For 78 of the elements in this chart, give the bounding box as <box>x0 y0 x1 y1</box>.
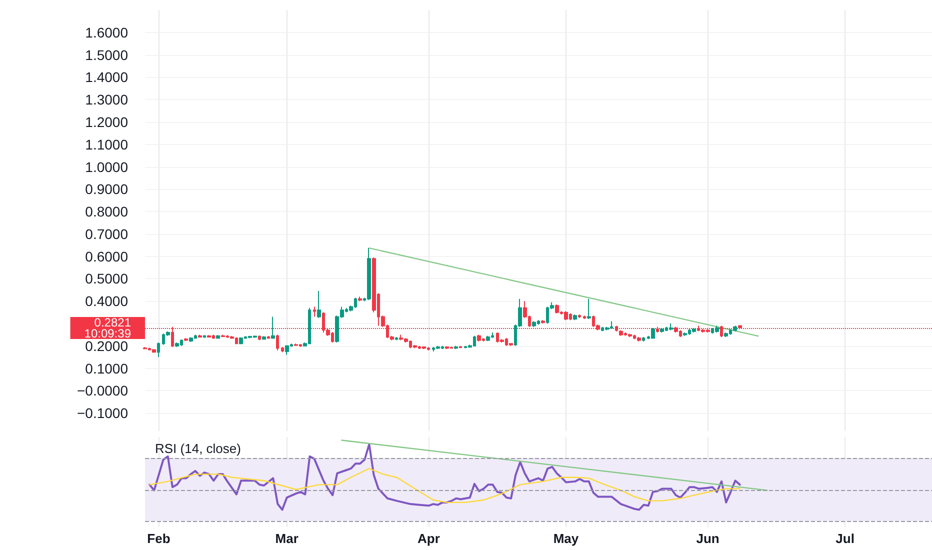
chart-title: RSI (14, close) <box>155 441 241 456</box>
y-tick-label: 1.0000 <box>85 158 128 175</box>
candlestick <box>207 334 211 338</box>
candlestick <box>294 343 298 346</box>
candlestick <box>285 344 289 356</box>
candlestick <box>239 336 243 345</box>
candlestick <box>541 320 545 324</box>
candlestick <box>152 348 156 354</box>
candlestick <box>454 345 458 350</box>
candlestick <box>669 323 673 331</box>
candlestick <box>143 346 147 350</box>
x-tick-label: Mar <box>275 531 298 546</box>
y-tick-label: 0.1000 <box>85 360 128 376</box>
candlestick <box>189 336 193 342</box>
candlestick <box>692 327 696 333</box>
candlestick <box>486 335 490 342</box>
candlestick <box>642 336 645 342</box>
candlestick <box>281 346 284 353</box>
y-tick-label: 1.5000 <box>85 46 128 63</box>
candlestick <box>175 342 179 348</box>
candlestick <box>724 332 728 338</box>
candlestick <box>157 342 160 358</box>
candlestick <box>198 334 202 338</box>
candlestick <box>583 315 586 320</box>
y-tick-label: 0.6000 <box>85 248 128 264</box>
candlestick <box>216 334 220 340</box>
candlestick <box>203 334 206 338</box>
candlestick <box>619 330 623 336</box>
candlestick <box>271 316 275 340</box>
candlestick <box>184 338 188 342</box>
y-tick-label: 0.7000 <box>85 226 128 242</box>
y-tick-label: 1.1000 <box>85 136 128 152</box>
candlestick <box>587 298 591 320</box>
candlestick <box>445 346 449 350</box>
candlestick <box>660 327 664 333</box>
candlestick <box>262 336 266 340</box>
candlestick <box>258 335 261 341</box>
y-tick-label: 1.6000 <box>85 24 128 40</box>
candlestick <box>564 310 568 321</box>
candlestick <box>628 333 632 338</box>
y-tick-label: 0.2000 <box>85 338 128 354</box>
candlestick <box>459 346 462 349</box>
y-tick-label: 0.8000 <box>85 204 128 220</box>
candlestick <box>413 344 417 349</box>
x-tick-label: Jun <box>696 531 720 546</box>
candlestick <box>317 290 321 318</box>
candlestick <box>573 314 577 321</box>
candlestick <box>395 336 398 341</box>
candlestick <box>651 327 655 340</box>
candlestick <box>733 325 737 332</box>
candlestick <box>367 248 371 300</box>
candlestick <box>436 345 440 350</box>
x-tick-label: Apr <box>417 531 440 546</box>
ref-line-label: 0.2821 10:09:39 <box>84 315 132 340</box>
candlestick <box>358 296 362 302</box>
candlestick <box>221 334 225 338</box>
candlestick <box>683 332 687 336</box>
candlestick <box>422 346 426 350</box>
y-tick-label: 1.2000 <box>85 114 128 130</box>
candlestick <box>555 304 559 314</box>
candlestick <box>276 334 279 351</box>
candlestick <box>532 320 536 328</box>
y-tick-label: 1.3000 <box>85 92 128 108</box>
y-tick-label: 0.9000 <box>85 181 128 198</box>
y-tick-label: 1.4000 <box>85 69 128 86</box>
candlestick <box>313 306 316 318</box>
y-tick-label: −0.0000 <box>77 382 128 399</box>
candlestick <box>267 336 270 340</box>
candlestick <box>715 325 719 333</box>
candlestick <box>578 314 581 318</box>
candlestick <box>637 336 641 342</box>
candlestick <box>477 334 481 342</box>
y-tick-label: 0.4000 <box>85 293 128 310</box>
y-tick-label: 0.5000 <box>85 270 128 287</box>
x-tick-label: Feb <box>147 531 170 546</box>
x-tick-label: Jul <box>836 531 854 546</box>
y-tick-label: −0.1000 <box>77 405 128 422</box>
x-tick-label: May <box>553 531 580 546</box>
